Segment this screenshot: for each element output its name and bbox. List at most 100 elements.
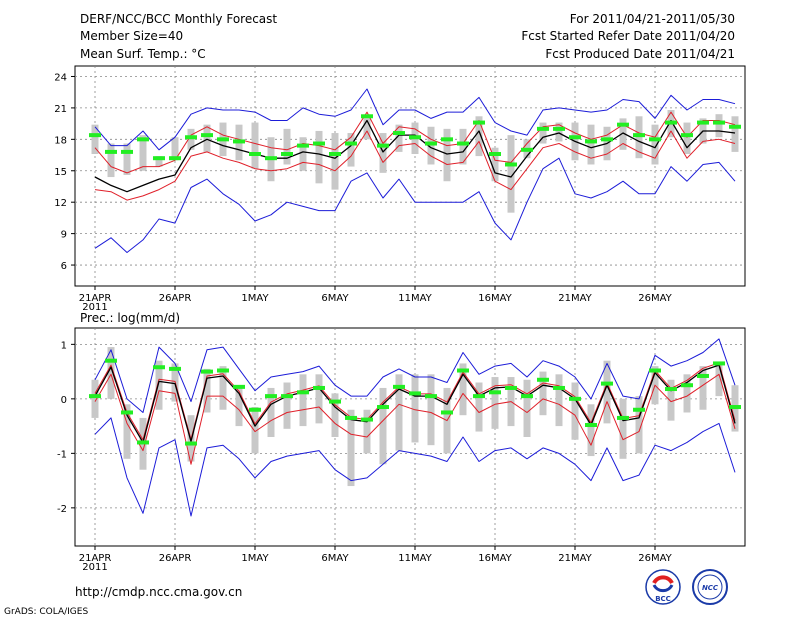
ensemble-box (443, 128, 451, 182)
max-line (94, 338, 736, 413)
forecast-produced-date: Fcst Produced Date 2011/04/21 (545, 47, 735, 61)
median-marker (265, 156, 277, 161)
ensemble-box (331, 133, 339, 190)
median-marker (281, 394, 293, 399)
ensemble-box (459, 363, 467, 416)
ensemble-box (299, 137, 307, 171)
median-marker (313, 385, 325, 390)
ensemble-box (315, 130, 323, 184)
ensemble-box (107, 143, 115, 178)
median-marker (265, 394, 277, 399)
ensemble-box (91, 379, 99, 418)
median-marker (313, 141, 325, 146)
median-marker (153, 365, 165, 370)
median-marker (201, 133, 213, 138)
ensemble-box (123, 143, 131, 175)
ensemble-box (635, 116, 643, 159)
median-marker (169, 366, 181, 371)
ensemble-box (491, 377, 499, 429)
ensemble-box (683, 374, 691, 413)
ensemble-box (603, 360, 611, 424)
ensemble-box (715, 114, 723, 138)
ensemble-box (411, 374, 419, 443)
median-marker (89, 133, 101, 138)
ensemble-box (731, 116, 739, 152)
median-marker (345, 415, 357, 420)
median-marker (521, 147, 533, 152)
median-marker (489, 390, 501, 395)
median-marker (281, 152, 293, 156)
ensemble-box (475, 116, 483, 157)
median-marker (409, 135, 421, 140)
x-tick-label: 6MAY (321, 553, 349, 564)
plot-frame (74, 65, 746, 287)
ensemble-box (555, 374, 563, 427)
x-tick-label: 11MAY (398, 293, 432, 304)
ncc-logo: NCC (692, 569, 728, 605)
median-marker (713, 361, 725, 366)
ensemble-box (523, 379, 531, 437)
median-marker (185, 135, 197, 140)
median-marker (505, 385, 517, 390)
ensemble-box (379, 387, 387, 465)
median-marker (121, 149, 133, 154)
median-marker (457, 141, 469, 146)
ensemble-box (475, 382, 483, 432)
median-marker (169, 156, 181, 161)
median-marker (409, 391, 421, 396)
precip-panel-title: Prec.: log(mm/d) (80, 311, 180, 325)
forecast-started-date: Fcst Started Refer Date 2011/04/20 (521, 29, 735, 43)
ensemble-box (715, 363, 723, 397)
median-marker (345, 141, 357, 146)
ensemble-box (379, 133, 387, 173)
ensemble-box (267, 387, 275, 437)
median-marker (697, 120, 709, 125)
y-tick-label: 9 (61, 230, 67, 241)
x-tick-label: 21APR (79, 293, 112, 304)
median-marker (233, 139, 245, 144)
ensemble-box (123, 404, 131, 459)
median-marker (393, 384, 405, 389)
median-marker (361, 417, 373, 422)
ensemble-box (555, 122, 563, 142)
y-tick-label: -2 (57, 504, 67, 515)
ncc-logo-text: NCC (702, 584, 719, 592)
median-marker (585, 139, 597, 144)
ensemble-box (491, 147, 499, 182)
ensemble-box (619, 118, 627, 150)
ensemble-box (139, 135, 147, 171)
median-marker (297, 143, 309, 148)
ensemble-box (203, 124, 211, 152)
median-marker (633, 407, 645, 412)
median-marker (249, 407, 261, 412)
median-marker (489, 152, 501, 156)
median-marker (393, 131, 405, 136)
ensemble-box (571, 382, 579, 440)
median-marker (633, 133, 645, 138)
bcc-logo-text: BCC (655, 595, 671, 603)
y-tick-label: 1 (61, 340, 67, 351)
ensemble-box (283, 382, 291, 429)
median-marker (553, 126, 565, 131)
ensemble-box (395, 124, 403, 152)
ensemble-box (587, 404, 595, 457)
median-marker (649, 368, 661, 373)
median-marker (121, 410, 133, 415)
x-year-label: 2011 (82, 562, 107, 573)
ensemble-box (155, 156, 163, 167)
median-marker (729, 405, 741, 410)
median-marker (425, 141, 437, 146)
precipitation-panel: -2 -1 0 1 21APR 26APR 1MAY 6MAY 11MAY 16MAY 21MAY 2… (57, 327, 746, 573)
temperature-panel: 6 9 12 15 18 21 24 21APR 26APR 1MAY 6MAY 11MAY 16MAY… (54, 65, 746, 313)
ensemble-box (539, 122, 547, 144)
lower-spread-line (94, 130, 736, 201)
ensemble-box (347, 133, 355, 167)
median-marker (329, 399, 341, 404)
upper-spread-line (94, 111, 736, 174)
ensemble-box (203, 368, 211, 413)
ensemble-box (587, 124, 595, 165)
y-tick-label: 12 (54, 198, 67, 209)
ensemble-box (171, 137, 179, 161)
median-marker (697, 373, 709, 378)
